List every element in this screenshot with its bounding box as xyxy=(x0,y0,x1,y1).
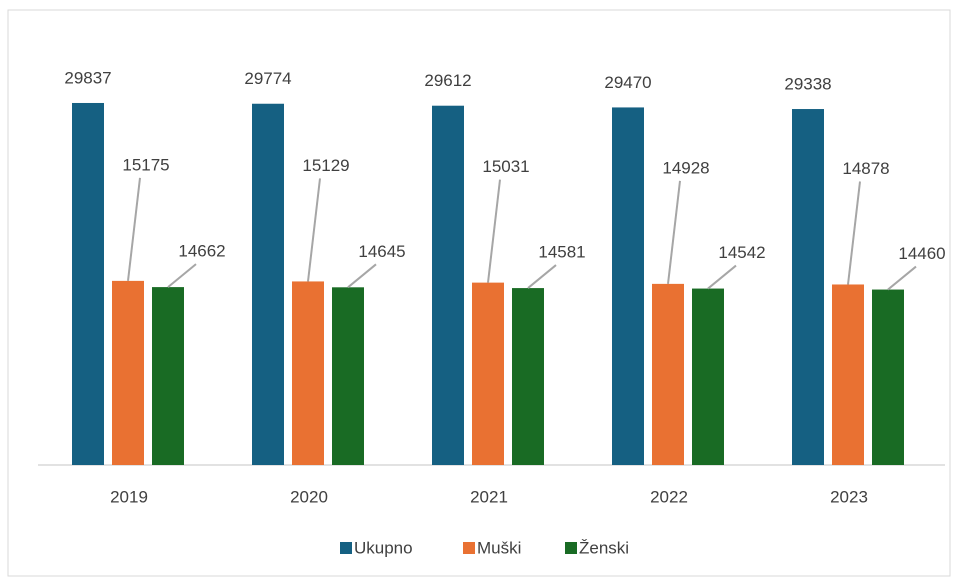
data-label: 29338 xyxy=(784,75,831,94)
leader-line xyxy=(707,264,737,290)
legend-swatch xyxy=(340,542,352,554)
data-label: 29470 xyxy=(604,73,651,92)
leader-line xyxy=(167,263,197,288)
bar xyxy=(792,109,824,466)
bar xyxy=(332,287,364,465)
data-label: 29774 xyxy=(244,69,291,88)
bar xyxy=(252,103,284,466)
leader-line xyxy=(487,179,501,283)
data-label: 14542 xyxy=(718,243,765,262)
x-tick-label: 2019 xyxy=(110,487,148,506)
bar xyxy=(292,281,324,465)
bar xyxy=(472,282,504,465)
leader-line xyxy=(347,263,377,289)
leader-line xyxy=(667,180,681,284)
bar xyxy=(872,289,904,465)
leader-line xyxy=(527,264,557,289)
data-label: 14878 xyxy=(842,159,889,178)
legend-swatch xyxy=(565,542,577,554)
data-label: 14662 xyxy=(178,242,225,261)
x-tick-label: 2023 xyxy=(830,487,868,506)
leader-line xyxy=(307,178,321,282)
bar xyxy=(72,102,104,466)
legend-swatch xyxy=(463,542,475,554)
bar xyxy=(512,288,544,465)
x-tick-label: 2022 xyxy=(650,487,688,506)
bar xyxy=(432,105,464,465)
data-label: 14645 xyxy=(358,242,405,261)
data-label: 15175 xyxy=(122,155,169,174)
legend-label: Muški xyxy=(477,538,521,557)
bar xyxy=(612,107,644,465)
x-tick-label: 2020 xyxy=(290,487,328,506)
bar xyxy=(692,288,724,465)
data-label: 14928 xyxy=(662,158,709,177)
data-label: 29612 xyxy=(424,71,471,90)
bar xyxy=(832,284,864,465)
leader-line xyxy=(887,265,917,291)
bar xyxy=(112,280,144,465)
data-label: 15031 xyxy=(482,157,529,176)
x-tick-label: 2021 xyxy=(470,487,508,506)
bar xyxy=(652,283,684,465)
data-label: 15129 xyxy=(302,156,349,175)
bar xyxy=(152,287,184,465)
leader-line xyxy=(127,177,141,281)
legend-label: Ukupno xyxy=(354,538,413,557)
data-label: 14460 xyxy=(898,244,945,263)
data-label: 14581 xyxy=(538,243,585,262)
data-label: 29837 xyxy=(64,68,111,87)
leader-line xyxy=(847,181,861,285)
legend-label: Ženski xyxy=(579,538,629,557)
